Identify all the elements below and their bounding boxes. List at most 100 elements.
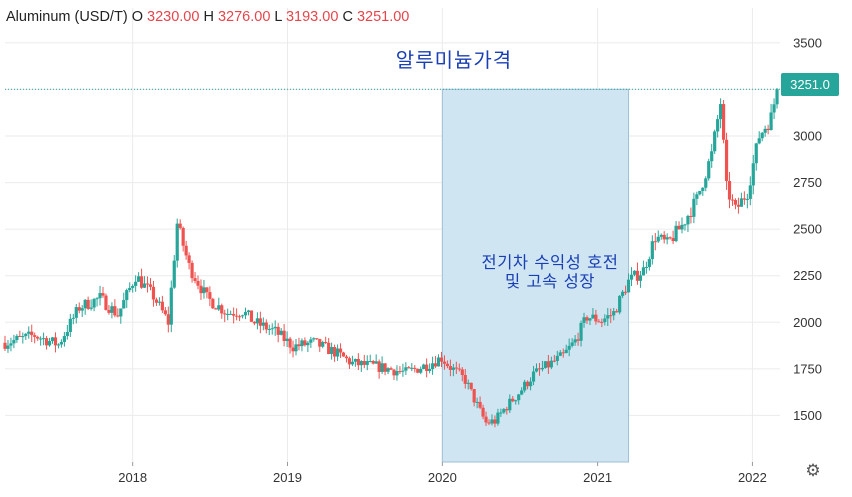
candle-body bbox=[401, 370, 405, 372]
candle-body bbox=[493, 419, 497, 424]
y-tick-label: 2750 bbox=[793, 175, 822, 190]
candle-body bbox=[223, 313, 227, 315]
candle-body bbox=[686, 215, 690, 225]
candle-body bbox=[769, 112, 773, 131]
candle-body bbox=[454, 367, 458, 369]
open-value: 3230.00 bbox=[147, 9, 200, 25]
candle-body bbox=[576, 339, 580, 341]
candle-body bbox=[74, 307, 78, 318]
candle-body bbox=[214, 308, 218, 310]
candle-body bbox=[650, 241, 654, 260]
candle-body bbox=[273, 326, 277, 329]
candle-body bbox=[288, 338, 292, 348]
low-value: 3193.00 bbox=[285, 9, 339, 25]
candle-body bbox=[341, 352, 346, 357]
candle-body bbox=[285, 338, 289, 341]
x-axis: 2018 2019 2020 2021 2022 bbox=[118, 462, 767, 485]
candle-body bbox=[520, 390, 524, 395]
candle-body bbox=[113, 306, 117, 316]
candle-body bbox=[18, 335, 22, 337]
x-tick-label: 2019 bbox=[273, 470, 302, 485]
candle-body bbox=[606, 315, 610, 319]
candle-body bbox=[380, 363, 384, 372]
candle-body bbox=[362, 360, 366, 365]
symbol-label: Aluminum (USD/T) bbox=[6, 9, 128, 25]
candle-body bbox=[615, 311, 619, 313]
candle-body bbox=[621, 291, 625, 296]
candle-body bbox=[68, 318, 72, 332]
candle-body bbox=[523, 381, 527, 391]
candle-body bbox=[116, 315, 120, 317]
candle-body bbox=[404, 367, 408, 371]
candle-body bbox=[724, 139, 729, 182]
close-value: 3251.00 bbox=[356, 9, 410, 25]
candle-body bbox=[110, 306, 114, 313]
candle-body bbox=[226, 313, 230, 315]
candle-body bbox=[196, 280, 200, 286]
candle-body bbox=[77, 307, 81, 311]
candle-body bbox=[80, 308, 84, 311]
candle-body bbox=[736, 204, 741, 207]
candle-body bbox=[757, 138, 761, 144]
candle-body bbox=[416, 368, 420, 373]
candle-body bbox=[255, 318, 259, 324]
candle-body bbox=[733, 199, 738, 205]
candle-body bbox=[107, 309, 111, 313]
candle-body bbox=[760, 132, 764, 139]
candle-body bbox=[139, 276, 144, 288]
candle-body bbox=[528, 381, 533, 387]
candle-body bbox=[710, 151, 714, 162]
candle-body bbox=[647, 259, 651, 268]
candle-body bbox=[181, 227, 185, 246]
candle-body bbox=[386, 368, 390, 372]
candle-body bbox=[671, 238, 675, 242]
gear-icon[interactable]: ⚙ bbox=[805, 461, 821, 480]
x-tick-label: 2021 bbox=[583, 470, 612, 485]
close-label: C bbox=[342, 9, 353, 25]
candle-body bbox=[98, 293, 102, 299]
y-tick-label: 1750 bbox=[793, 361, 822, 376]
high-value: 3276.00 bbox=[217, 9, 271, 25]
y-tick-label: 1500 bbox=[793, 408, 822, 423]
candle-body bbox=[33, 335, 37, 337]
candle-body bbox=[514, 400, 518, 402]
candle-body bbox=[294, 344, 298, 352]
candle-body bbox=[383, 363, 387, 372]
candle-body bbox=[15, 335, 19, 341]
candle-body bbox=[517, 394, 521, 401]
candle-body bbox=[588, 318, 592, 321]
candle-body bbox=[555, 355, 559, 362]
low-label: L bbox=[274, 9, 282, 25]
candle-body bbox=[395, 371, 399, 376]
candle-body bbox=[623, 291, 628, 293]
candle-body bbox=[490, 419, 494, 424]
candle-body bbox=[347, 358, 352, 365]
y-tick-label: 2250 bbox=[793, 268, 822, 283]
candle-body bbox=[27, 331, 31, 334]
candle-body bbox=[172, 260, 176, 288]
candle-body bbox=[626, 279, 631, 293]
candle-body bbox=[282, 330, 286, 341]
candle-body bbox=[558, 352, 562, 356]
candle-body bbox=[205, 287, 209, 293]
candle-body bbox=[745, 198, 749, 200]
candle-body bbox=[603, 318, 607, 323]
candle-body bbox=[258, 318, 262, 326]
y-tick-label: 2500 bbox=[793, 222, 822, 237]
candle-body bbox=[567, 345, 571, 350]
candle-body bbox=[428, 368, 432, 371]
candle-body bbox=[148, 284, 153, 287]
candle-body bbox=[145, 283, 150, 285]
candle-body bbox=[95, 298, 99, 300]
candle-body bbox=[537, 368, 542, 370]
candle-body bbox=[499, 412, 503, 414]
candle-body bbox=[674, 225, 678, 242]
candle-body bbox=[306, 342, 310, 346]
candle-body bbox=[692, 198, 696, 217]
candle-body bbox=[318, 339, 322, 347]
candle-body bbox=[612, 311, 616, 316]
candle-body bbox=[772, 104, 776, 113]
candle-body bbox=[413, 367, 417, 369]
candle-body bbox=[291, 347, 295, 352]
